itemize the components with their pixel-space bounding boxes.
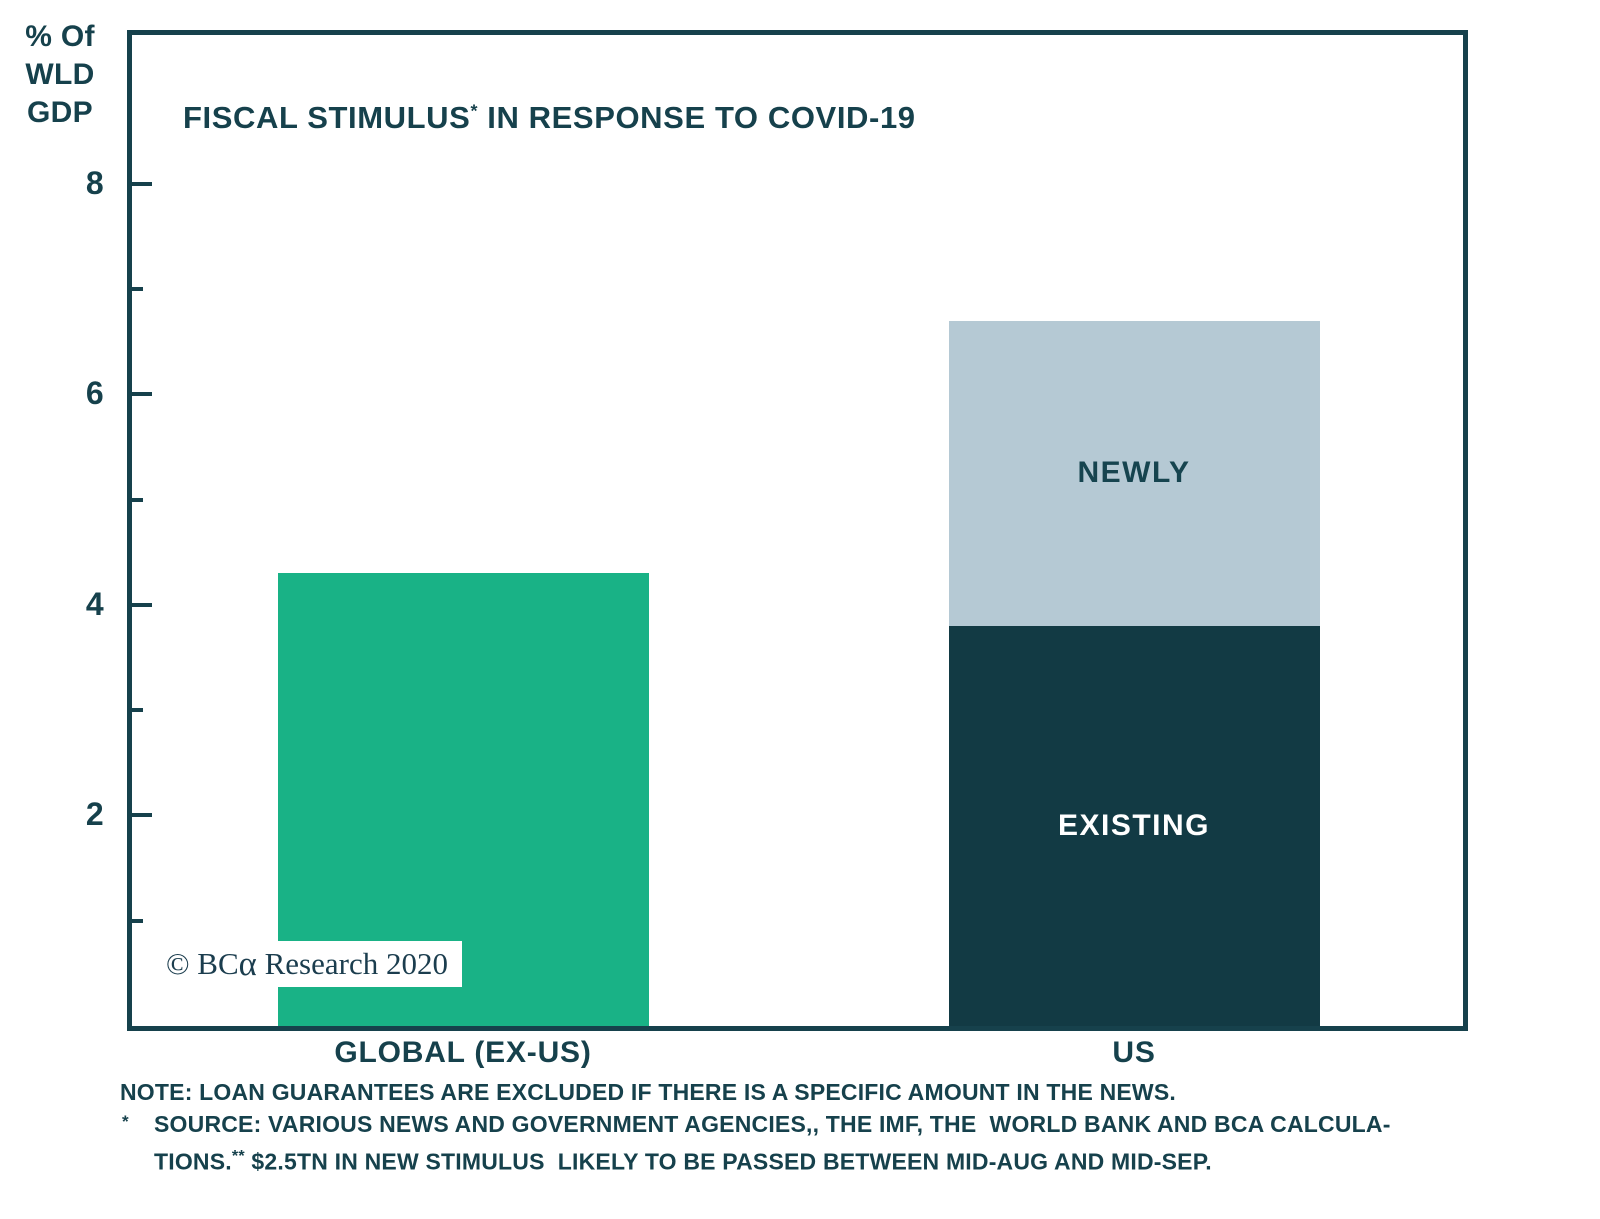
- copyright-badge: © BC α Research 2020: [160, 941, 462, 987]
- y-axis-unit-line: WLD: [25, 58, 95, 91]
- bar-segment: NEWLY: [948, 320, 1320, 626]
- y-axis-minor-tick: [130, 708, 143, 713]
- copyright-suffix: Research 2020: [256, 946, 448, 981]
- footnotes: NOTE: LOAN GUARANTEES ARE EXCLUDED IF TH…: [120, 1076, 1540, 1178]
- note-double-asterisk-marker: **: [231, 1147, 245, 1165]
- chart-title-rest: IN RESPONSE TO COVID-19: [478, 100, 916, 135]
- x-axis-category-label: GLOBAL (EX-US): [334, 1036, 592, 1069]
- note-line-3: TIONS.** $2.5TN IN NEW STIMULUS LIKELY T…: [120, 1140, 1540, 1178]
- y-axis-major-tick: [130, 813, 152, 818]
- chart-title-main: FISCAL STIMULUS: [183, 100, 471, 135]
- y-axis-major-tick: [130, 392, 152, 397]
- y-axis-major-tick: [130, 181, 152, 186]
- note-line-2: * SOURCE: VARIOUS NEWS AND GOVERNMENT AGE…: [120, 1108, 1540, 1140]
- bca-alpha-glyph: α: [238, 943, 257, 983]
- chart-title: FISCAL STIMULUS* IN RESPONSE TO COVID-19: [183, 100, 916, 136]
- bar-segment-label: NEWLY: [1077, 456, 1191, 490]
- bar-segment-label: EXISTING: [1057, 808, 1211, 842]
- y-axis-minor-tick: [130, 287, 143, 291]
- note-line-1: NOTE: LOAN GUARANTEES ARE EXCLUDED IF TH…: [120, 1079, 1176, 1105]
- copyright-prefix: © BC: [166, 946, 239, 981]
- title-asterisk: *: [470, 100, 479, 121]
- note-line-3-prefix: TIONS.: [154, 1148, 232, 1175]
- y-axis-tick-label: 4: [85, 585, 104, 622]
- y-axis-minor-tick: [130, 918, 143, 923]
- note-asterisk-marker: *: [122, 1112, 129, 1131]
- y-axis-unit-label: % Of WLD GDP: [12, 18, 108, 132]
- y-axis-tick-label: 2: [85, 796, 104, 833]
- note-line-2-text: SOURCE: VARIOUS NEWS AND GOVERNMENT AGEN…: [154, 1111, 1391, 1137]
- y-axis-unit-line: % Of: [25, 20, 95, 53]
- bar-segment: EXISTING: [948, 625, 1320, 1026]
- x-axis-category-label: US: [1112, 1036, 1156, 1069]
- note-line-3-text: $2.5TN IN NEW STIMULUS LIKELY TO BE PASS…: [244, 1148, 1212, 1175]
- y-axis-major-tick: [130, 602, 152, 607]
- y-axis-tick-label: 8: [85, 164, 104, 201]
- y-axis-unit-line: GDP: [27, 96, 93, 129]
- y-axis-tick-label: 6: [85, 375, 104, 412]
- y-axis-minor-tick: [130, 497, 143, 502]
